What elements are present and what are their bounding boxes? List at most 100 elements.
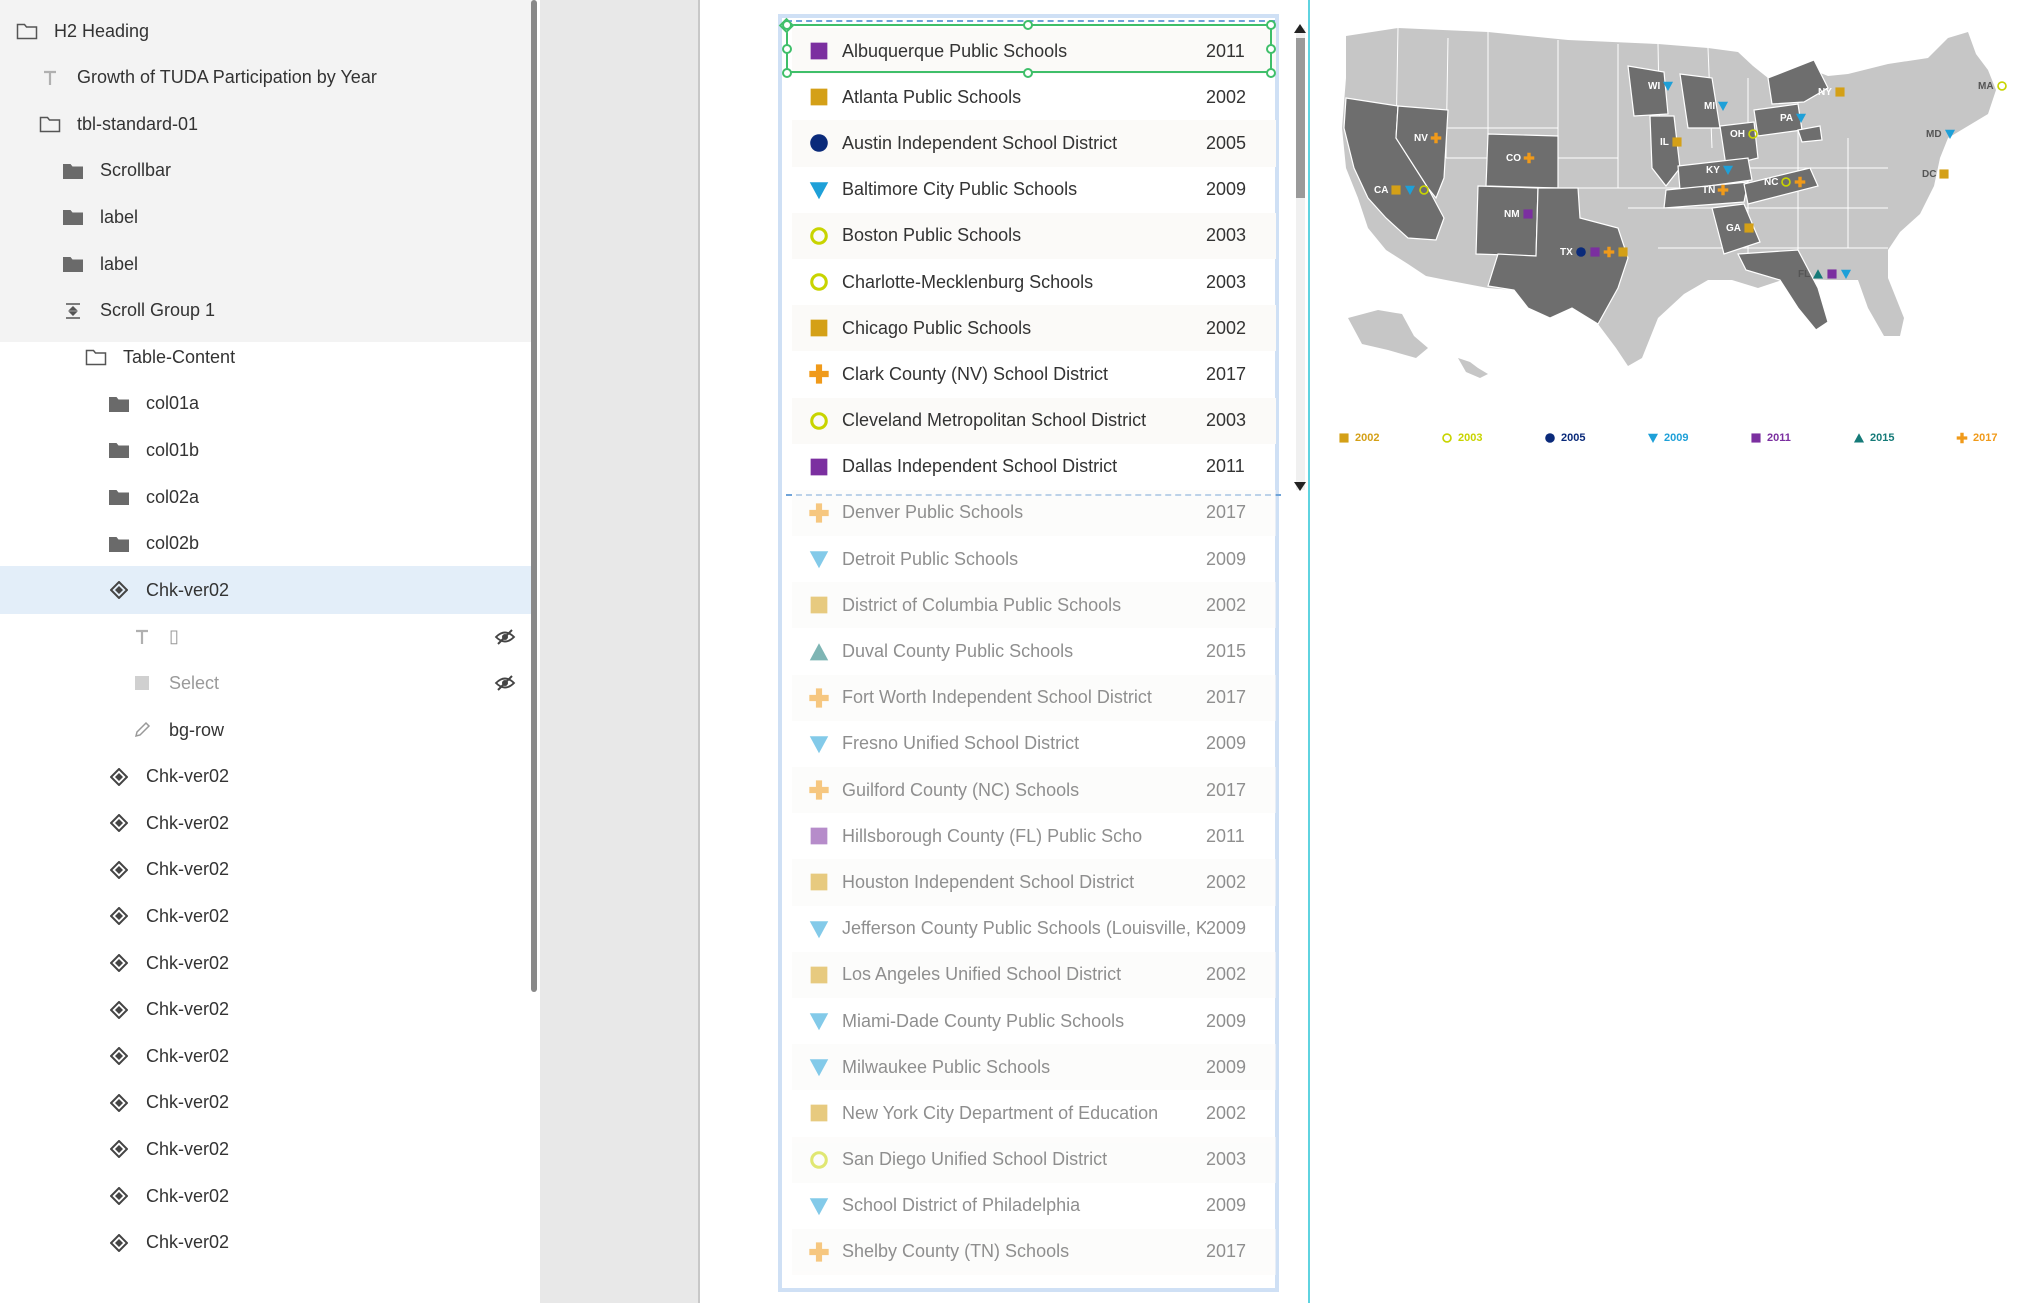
table-row[interactable]: Atlanta Public Schools 2002 (792, 74, 1276, 120)
table-row[interactable]: Charlotte-Mecklenburg Schools 2003 (792, 259, 1276, 305)
layer-row[interactable]: Chk-ver02 (0, 566, 533, 615)
table-row[interactable]: Miami-Dade County Public Schools 2009 (792, 998, 1276, 1044)
table-row[interactable]: Fort Worth Independent School District 20… (792, 674, 1276, 721)
table-row[interactable]: School District of Philadelphia 2009 (792, 1183, 1276, 1229)
text-icon (39, 67, 61, 89)
table-row[interactable]: Boston Public Schools 2003 (792, 212, 1276, 259)
district-name: Cleveland Metropolitan School District (842, 410, 1147, 431)
layer-label: Chk-ver02 (146, 812, 230, 833)
table-row[interactable]: Clark County (NV) School District 2017 (792, 351, 1276, 397)
resize-handle[interactable] (782, 20, 792, 30)
layer-row[interactable]: Select (0, 659, 533, 707)
layers-header-shade (0, 0, 533, 342)
table-row[interactable]: San Diego Unified School District 2003 (792, 1136, 1276, 1183)
scroll-down-arrow-icon[interactable] (1294, 482, 1306, 491)
legend-marker-icon (1853, 432, 1865, 444)
table-scrollbar-thumb[interactable] (1296, 38, 1305, 198)
layer-row[interactable]: Chk-ver02 (0, 1079, 533, 1127)
state-year-marker-icon (1589, 246, 1601, 258)
table-row[interactable]: Cleveland Metropolitan School District 20… (792, 397, 1276, 444)
layer-row[interactable]: label (0, 240, 533, 288)
resize-handle[interactable] (782, 44, 792, 54)
join-year: 2002 (1206, 594, 1247, 615)
state-code: DC (1922, 168, 1937, 180)
selection-box[interactable] (786, 24, 1272, 73)
layers-scrollbar[interactable] (531, 0, 537, 992)
resize-handle[interactable] (1266, 68, 1276, 78)
folder-icon (108, 533, 130, 555)
table-row[interactable]: Chicago Public Schools 2002 (792, 305, 1276, 352)
layer-row[interactable]: col01a (0, 380, 533, 428)
layer-row[interactable]: label (0, 193, 533, 241)
table-scrollbar-track[interactable] (1296, 28, 1305, 490)
folder-icon (108, 486, 130, 508)
layer-row[interactable]: Chk-ver02 (0, 1219, 533, 1267)
layer-row[interactable]: Growth of TUDA Participation by Year (0, 54, 533, 102)
resize-handle[interactable] (1023, 68, 1033, 78)
table-row[interactable]: Austin Independent School District 2005 (792, 120, 1276, 167)
table-row[interactable]: Guilford County (NC) Schools 2017 (792, 767, 1276, 814)
table-row[interactable]: Los Angeles Unified School District 2002 (792, 951, 1276, 998)
layer-row[interactable]: Chk-ver02 (0, 939, 533, 987)
layer-row[interactable]: Chk-ver02 (0, 846, 533, 894)
layer-row[interactable]: Chk-ver02 (0, 986, 533, 1034)
component-icon (108, 952, 130, 974)
resize-handle[interactable] (1266, 44, 1276, 54)
year-marker-icon (806, 639, 832, 665)
table-row[interactable]: Houston Independent School District 2002 (792, 859, 1276, 906)
table-row[interactable]: Jefferson County Public Schools (Louisvi… (792, 906, 1276, 952)
table-row[interactable]: Duval County Public Schools 2015 (792, 628, 1276, 674)
state-code: KY (1706, 164, 1720, 176)
layer-row[interactable]: col01b (0, 426, 533, 474)
district-name: Baltimore City Public Schools (842, 179, 1078, 200)
table-row[interactable]: Milwaukee Public Schools 2009 (792, 1044, 1276, 1091)
layer-row[interactable]: tbl-standard-01 (0, 100, 533, 148)
legend-year: 2017 (1973, 432, 1998, 444)
table-row[interactable]: Fresno Unified School District 2009 (792, 721, 1276, 767)
year-marker-icon (806, 1147, 832, 1173)
layer-row[interactable]: Chk-ver02 (0, 892, 533, 940)
layer-row[interactable]: H2 Heading (0, 7, 533, 55)
layer-row[interactable]: Chk-ver02 (0, 799, 533, 847)
table-row[interactable]: District of Columbia Public Schools 2002 (792, 582, 1276, 629)
resize-handle[interactable] (1266, 20, 1276, 30)
layer-row[interactable]: Chk-ver02 (0, 753, 533, 801)
table-row[interactable]: Hillsborough County (FL) Public Scho 2011 (792, 813, 1276, 859)
table-row[interactable]: Shelby County (TN) Schools 2017 (792, 1228, 1276, 1276)
layer-row[interactable]: col02a (0, 473, 533, 521)
table-frame[interactable]: Albuquerque Public Schools 2011 Atlanta Pu… (778, 14, 1281, 1292)
texas (1487, 187, 1629, 325)
year-marker-icon (806, 962, 832, 988)
district-name: Fort Worth Independent School District (842, 687, 1152, 708)
table-row[interactable]: New York City Department of Education 200… (792, 1090, 1276, 1136)
georgia (1711, 203, 1761, 255)
state-code: GA (1726, 222, 1741, 234)
layer-label: Select (169, 672, 220, 693)
layer-row[interactable]: Chk-ver02 (0, 1172, 533, 1220)
layer-label: col02a (146, 486, 200, 507)
folder-outline-icon (85, 346, 107, 368)
layer-label: col01a (146, 393, 200, 414)
visibility-off-icon[interactable] (494, 627, 516, 647)
layer-row[interactable]: Table-Content (0, 333, 533, 381)
layer-row[interactable]: Scrollbar (0, 147, 533, 195)
layer-row[interactable]: bg-row (0, 706, 533, 754)
layer-row[interactable]: Chk-ver02 (0, 1125, 533, 1173)
visibility-off-icon[interactable] (494, 673, 516, 693)
layer-row[interactable]: col02b (0, 520, 533, 568)
layer-row[interactable]: ▯ (0, 613, 533, 661)
table-row[interactable]: Dallas Independent School District 2011 (792, 444, 1276, 490)
resize-handle[interactable] (1023, 20, 1033, 30)
resize-handle[interactable] (782, 68, 792, 78)
table-row[interactable]: Detroit Public Schools 2009 (792, 536, 1276, 582)
layer-row[interactable]: Chk-ver02 (0, 1032, 533, 1080)
layer-row[interactable]: Scroll Group 1 (0, 287, 533, 335)
table-row[interactable]: Denver Public Schools 2017 (792, 489, 1276, 537)
scroll-up-arrow-icon[interactable] (1294, 24, 1306, 33)
layer-label: col02b (146, 533, 200, 554)
state-year-marker-icon (1834, 86, 1846, 98)
table-row[interactable]: Baltimore City Public Schools 2009 (792, 167, 1276, 213)
state-label: IL (1660, 136, 1683, 148)
table-row[interactable]: Albuquerque Public Schools 2011 (792, 28, 1276, 75)
layer-label: Chk-ver02 (146, 1232, 230, 1253)
